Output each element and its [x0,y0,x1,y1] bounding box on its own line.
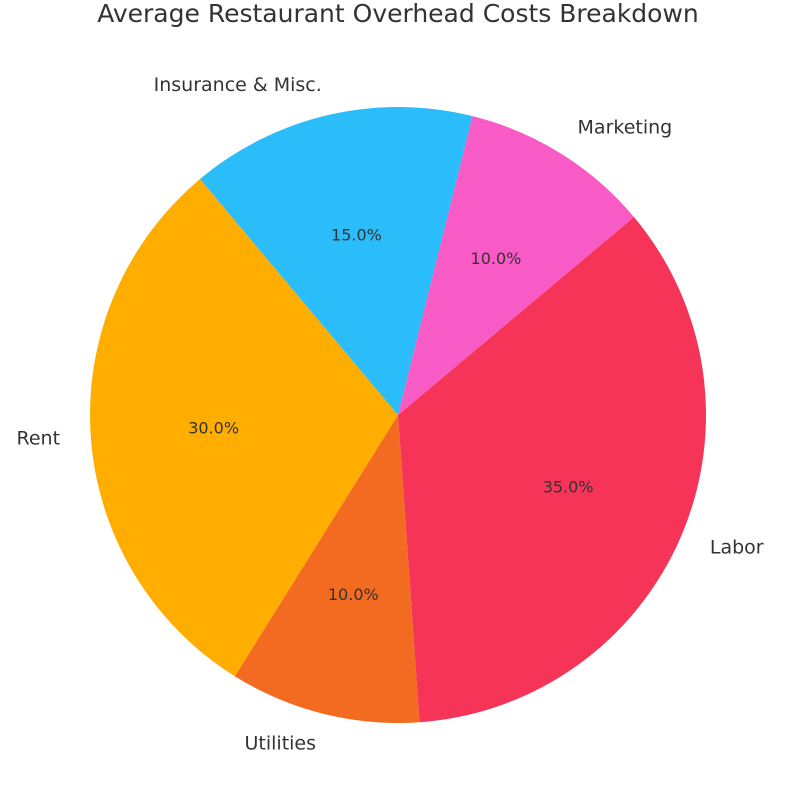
pie-slice-labor [398,217,706,723]
pct-label-rent: 30.0% [188,418,239,437]
pct-label-marketing: 10.0% [471,249,522,268]
pct-label-insurance-and-misc: 15.0% [331,225,382,244]
slice-label-insurance-and-misc: Insurance & Misc. [154,74,322,96]
chart-title: Average Restaurant Overhead Costs Breakd… [97,0,699,28]
slice-label-rent: Rent [16,428,60,450]
pie-slice-rent [89,179,398,677]
pct-label-utilities: 10.0% [328,585,379,604]
pie-slices [89,107,706,724]
pie-slice-utilities [234,415,420,724]
slice-label-labor: Labor [710,536,764,558]
pie-labels: 35.0% Labor 10.0% Utilities 30.0% Rent 15.0% In… [16,74,763,755]
pie-slice-marketing [398,116,634,416]
pct-label-labor: 35.0% [543,478,594,497]
slice-label-utilities: Utilities [245,733,317,755]
slice-label-marketing: Marketing [578,117,673,139]
pie-slice-insurance-and-misc [200,107,473,415]
